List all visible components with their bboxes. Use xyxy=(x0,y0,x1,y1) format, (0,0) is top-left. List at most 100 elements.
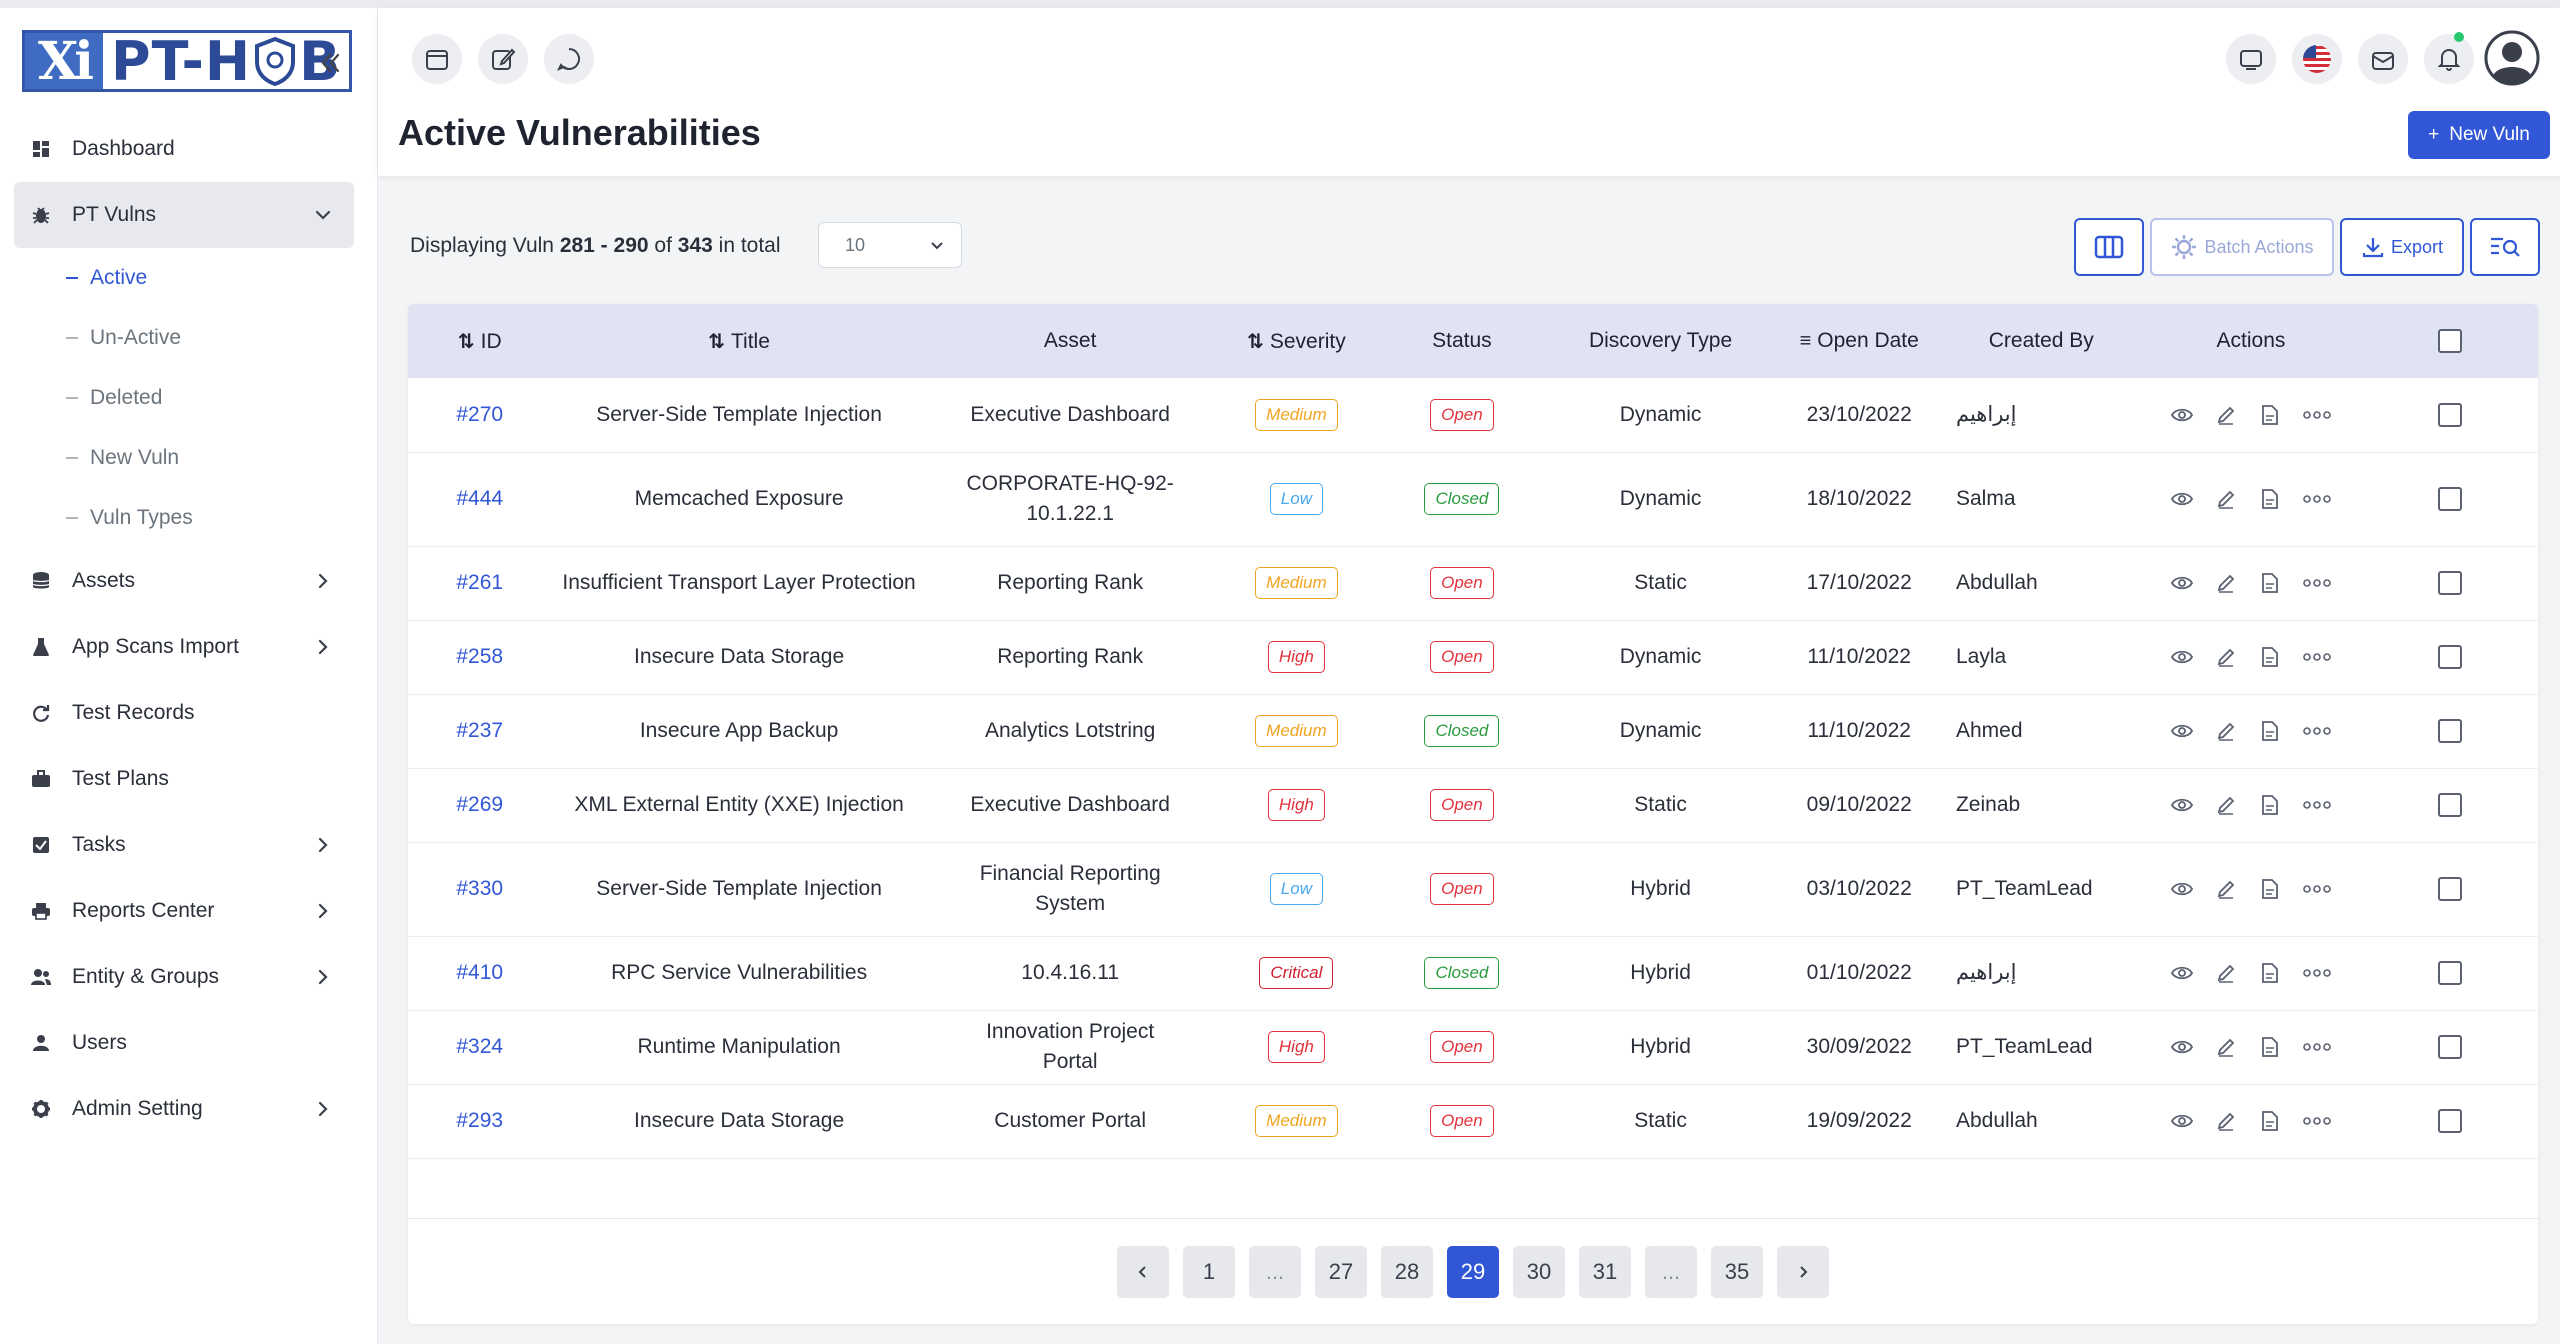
page-button[interactable]: 1 xyxy=(1183,1245,1235,1298)
page-button[interactable]: 30 xyxy=(1513,1245,1565,1298)
more-icon[interactable] xyxy=(2303,878,2331,900)
more-icon[interactable] xyxy=(2303,1036,2331,1058)
sidebar-item-tasks[interactable]: Tasks xyxy=(14,812,354,878)
document-icon[interactable] xyxy=(2259,404,2281,426)
sidebar-item-dashboard[interactable]: Dashboard xyxy=(14,116,354,182)
edit-icon[interactable] xyxy=(2215,404,2237,426)
language-button[interactable] xyxy=(2292,34,2342,84)
sidebar-item-users[interactable]: Users xyxy=(14,1010,354,1076)
edit-icon[interactable] xyxy=(2215,572,2237,594)
document-icon[interactable] xyxy=(2259,1110,2281,1132)
document-icon[interactable] xyxy=(2259,488,2281,510)
sidebar-subitem-vuln-types[interactable]: Vuln Types xyxy=(14,488,354,548)
col-select-all[interactable] xyxy=(2361,304,2538,378)
row-checkbox[interactable] xyxy=(2437,487,2462,511)
page-button[interactable]: 28 xyxy=(1381,1245,1433,1298)
view-icon[interactable] xyxy=(2170,962,2193,984)
sidebar-item-test-plans[interactable]: Test Plans xyxy=(14,746,354,812)
vuln-id-link[interactable]: #330 xyxy=(456,877,504,900)
sidebar-item-admin-setting[interactable]: Admin Setting xyxy=(14,1076,354,1142)
row-checkbox[interactable] xyxy=(2437,402,2462,427)
col-id[interactable]: ⇅ ID xyxy=(408,304,551,378)
document-icon[interactable] xyxy=(2259,720,2281,742)
export-button[interactable]: Export xyxy=(2340,218,2464,276)
edit-icon[interactable] xyxy=(2215,720,2237,742)
view-icon[interactable] xyxy=(2170,646,2193,668)
screen-button[interactable] xyxy=(2226,34,2276,84)
select-all-checkbox[interactable] xyxy=(2437,329,2462,353)
page-button[interactable]: 27 xyxy=(1315,1245,1367,1298)
view-icon[interactable] xyxy=(2170,794,2193,816)
batch-actions-button[interactable]: Batch Actions xyxy=(2150,218,2334,276)
row-checkbox[interactable] xyxy=(2437,571,2462,595)
page-button[interactable]: 31 xyxy=(1579,1245,1631,1298)
view-icon[interactable] xyxy=(2170,572,2193,594)
vuln-id-link[interactable]: #237 xyxy=(456,719,504,742)
more-icon[interactable] xyxy=(2303,488,2331,510)
next-page-button[interactable] xyxy=(1777,1245,1829,1298)
more-icon[interactable] xyxy=(2303,404,2331,426)
view-icon[interactable] xyxy=(2170,488,2193,510)
new-vuln-button[interactable]: + New Vuln xyxy=(2408,111,2550,159)
sidebar-item-app-scans-import[interactable]: App Scans Import xyxy=(14,614,354,680)
sidebar-subitem-active[interactable]: Active xyxy=(14,248,354,308)
col-title[interactable]: ⇅ Title xyxy=(551,304,926,378)
document-icon[interactable] xyxy=(2259,572,2281,594)
sidebar-item-assets[interactable]: Assets xyxy=(14,548,354,614)
vuln-id-link[interactable]: #410 xyxy=(456,961,504,984)
collapse-sidebar-icon[interactable] xyxy=(318,50,344,76)
edit-icon[interactable] xyxy=(2215,1036,2237,1058)
document-icon[interactable] xyxy=(2259,878,2281,900)
row-checkbox[interactable] xyxy=(2437,719,2462,743)
document-icon[interactable] xyxy=(2259,1036,2281,1058)
more-icon[interactable] xyxy=(2303,646,2331,668)
sidebar-item-entity-groups[interactable]: Entity & Groups xyxy=(14,944,354,1010)
columns-button[interactable] xyxy=(2074,218,2144,276)
edit-icon[interactable] xyxy=(2215,794,2237,816)
sidebar-item-reports-center[interactable]: Reports Center xyxy=(14,878,354,944)
edit-icon[interactable] xyxy=(2215,962,2237,984)
more-icon[interactable] xyxy=(2303,794,2331,816)
page-button[interactable]: 35 xyxy=(1711,1245,1763,1298)
more-icon[interactable] xyxy=(2303,572,2331,594)
view-icon[interactable] xyxy=(2170,404,2193,426)
sidebar-subitem-new-vuln[interactable]: New Vuln xyxy=(14,428,354,488)
prev-page-button[interactable] xyxy=(1117,1245,1169,1298)
notifications-button[interactable] xyxy=(2424,34,2474,84)
sidebar-item-pt-vulns[interactable]: PT Vulns xyxy=(14,182,354,248)
row-checkbox[interactable] xyxy=(2437,645,2462,669)
sidebar-subitem-deleted[interactable]: Deleted xyxy=(14,368,354,428)
advanced-search-button[interactable] xyxy=(2470,218,2540,276)
vuln-id-link[interactable]: #444 xyxy=(456,487,504,510)
messages-button[interactable] xyxy=(2358,34,2408,84)
sidebar-item-test-records[interactable]: Test Records xyxy=(14,680,354,746)
vuln-id-link[interactable]: #293 xyxy=(456,1109,504,1132)
edit-icon[interactable] xyxy=(2215,878,2237,900)
document-icon[interactable] xyxy=(2259,646,2281,668)
view-icon[interactable] xyxy=(2170,1110,2193,1132)
vuln-id-link[interactable]: #261 xyxy=(456,571,504,594)
col-severity[interactable]: ⇅ Severity xyxy=(1214,304,1380,378)
view-icon[interactable] xyxy=(2170,1036,2193,1058)
col-open-date[interactable]: ≡ Open Date xyxy=(1776,304,1942,378)
document-icon[interactable] xyxy=(2259,794,2281,816)
more-icon[interactable] xyxy=(2303,962,2331,984)
page-size-select[interactable]: 10 xyxy=(818,222,962,268)
row-checkbox[interactable] xyxy=(2437,1035,2462,1059)
vuln-id-link[interactable]: #270 xyxy=(456,402,504,426)
calendar-button[interactable] xyxy=(412,34,462,84)
document-icon[interactable] xyxy=(2259,962,2281,984)
sidebar-subitem-un-active[interactable]: Un-Active xyxy=(14,308,354,368)
edit-icon[interactable] xyxy=(2215,646,2237,668)
row-checkbox[interactable] xyxy=(2437,793,2462,817)
view-icon[interactable] xyxy=(2170,720,2193,742)
more-icon[interactable] xyxy=(2303,720,2331,742)
page-button[interactable]: 29 xyxy=(1447,1245,1499,1298)
edit-icon[interactable] xyxy=(2215,1110,2237,1132)
row-checkbox[interactable] xyxy=(2437,1109,2462,1133)
edit-button[interactable] xyxy=(478,34,528,84)
view-icon[interactable] xyxy=(2170,878,2193,900)
row-checkbox[interactable] xyxy=(2437,877,2462,901)
vuln-id-link[interactable]: #324 xyxy=(456,1035,504,1058)
vuln-id-link[interactable]: #258 xyxy=(456,645,504,668)
